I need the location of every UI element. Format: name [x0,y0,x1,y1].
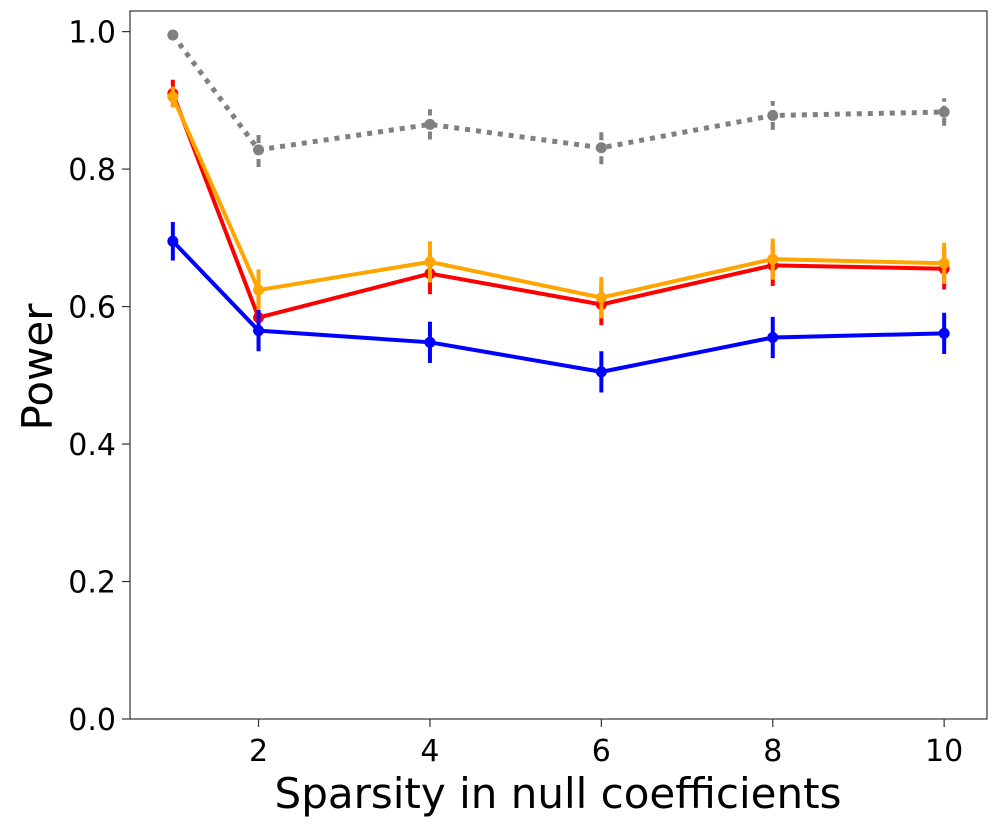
data-point-blue [253,325,265,337]
data-point-gray [253,144,265,156]
series-line-blue [171,239,945,374]
plot-frame [129,10,988,720]
x-tick-label: 2 [249,734,268,769]
data-point-blue [167,235,179,247]
data-point-gray [938,106,950,118]
series-line-orange [171,96,945,300]
series-layer [167,29,950,393]
y-tick-label: 0.8 [68,153,116,188]
y-tick-label: 0.0 [68,703,116,738]
data-point-gray [767,109,779,121]
series-red [167,79,950,339]
x-axis: 2 4 6 8 10 [249,719,963,769]
data-point-gray [424,118,436,130]
y-axis-label: Power [13,303,62,431]
data-point-blue [424,336,436,348]
series-line-red [170,92,945,320]
y-tick-label: 0.6 [68,291,116,326]
data-point-orange [595,292,607,304]
series-blue [167,222,950,393]
x-tick-label: 4 [420,734,439,769]
data-point-orange [424,256,436,268]
data-point-orange [253,284,265,296]
data-point-orange [767,253,779,265]
data-point-gray [595,142,607,154]
data-point-gray [167,29,179,41]
x-tick-label: 8 [763,734,782,769]
x-tick-label: 6 [592,734,611,769]
x-axis-label: Sparsity in null coefficients [275,769,842,818]
x-tick-label: 10 [925,734,963,769]
y-tick-label: 0.2 [68,566,116,601]
series-line-gray [170,33,945,153]
series-gray [167,29,950,168]
data-point-orange [938,257,950,269]
data-point-orange [167,91,179,103]
y-axis: 0.0 0.2 0.4 0.6 0.8 1.0 [68,16,130,738]
data-point-blue [595,366,607,378]
data-point-blue [767,332,779,344]
series-orange [167,86,950,319]
y-tick-label: 0.4 [68,428,116,463]
data-point-blue [938,327,950,339]
y-tick-label: 1.0 [68,16,116,51]
